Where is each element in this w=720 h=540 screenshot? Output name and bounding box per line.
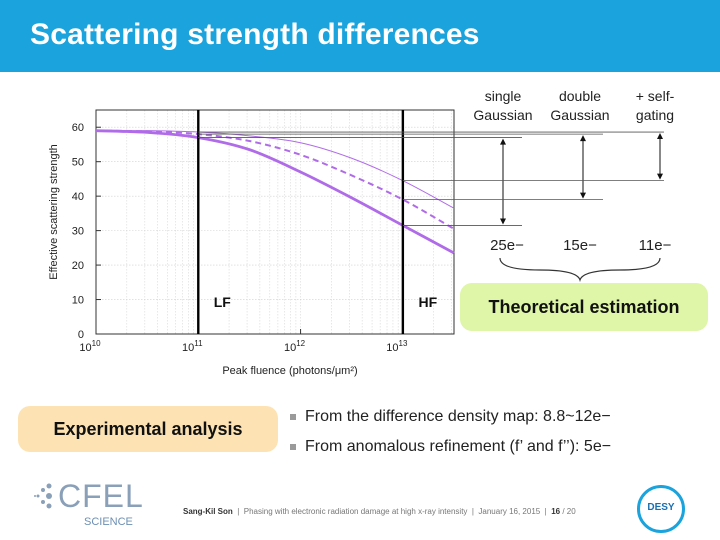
cfel-logo-text: CFEL	[58, 478, 144, 514]
column-header-line2: Gaussian	[550, 107, 609, 123]
plot-frame	[95, 109, 455, 335]
x-tick-label: 1011	[182, 339, 203, 354]
curly-brace-icon	[499, 257, 661, 283]
column-header-line1: double	[559, 88, 601, 104]
y-tick-label: 0	[78, 329, 84, 341]
bullet-item: From the difference density map: 8.8~12e…	[290, 404, 611, 430]
fluence-chart: 0 10 20 30 40 50 60 1010 1011 1012 1013 Peak fluenc…	[48, 88, 675, 377]
science-logo-text: SCIENCE	[84, 516, 133, 528]
y-axis-label: Effective scattering strength	[48, 144, 60, 280]
bullet-square-icon	[290, 444, 296, 450]
arrow-head-down	[500, 218, 506, 225]
arrow-head-down	[657, 173, 663, 180]
footer-author: Sang-Kil Son	[183, 507, 233, 516]
title-bar: Scattering strength differences	[0, 0, 720, 72]
column-header-line1: single	[485, 88, 522, 104]
footer-total: / 20	[562, 507, 576, 516]
bullet-text: From anomalous refinement (f’ and f’’): …	[305, 438, 612, 455]
footer-talk: Phasing with electronic radiation damage…	[243, 507, 468, 516]
y-tick-label: 40	[72, 191, 84, 203]
column-header-line1: + self-	[636, 88, 675, 104]
column-header-line2: Gaussian	[473, 107, 532, 123]
x-tick-label: 1013	[386, 339, 408, 354]
footer: Sang-Kil Son | Phasing with electronic r…	[183, 507, 576, 516]
theoretical-estimation-box: Theoretical estimation	[460, 283, 708, 331]
y-tick-label: 30	[72, 226, 84, 238]
footer-date: January 16, 2015	[478, 507, 541, 516]
bullet-item: From anomalous refinement (f’ and f’’): …	[290, 434, 611, 460]
estimate-value: 25e−	[490, 237, 524, 254]
series-line-thin	[95, 130, 455, 209]
desy-logo-text: DESY	[647, 502, 675, 513]
y-tick-label: 50	[72, 157, 84, 169]
x-tick-label: 1012	[284, 339, 306, 354]
experimental-bullets: From the difference density map: 8.8~12e…	[290, 404, 611, 464]
x-axis-label: Peak fluence (photons/μm²)	[222, 365, 357, 377]
desy-logo-icon: DESY	[637, 485, 685, 533]
experimental-analysis-box: Experimental analysis	[18, 406, 278, 452]
arrow-head-up	[580, 135, 586, 142]
column-header-line2: gating	[636, 107, 674, 123]
series-line-thick	[95, 129, 455, 255]
arrow-head-down	[580, 192, 586, 199]
arrow-head-up	[657, 133, 663, 140]
x-tick-label: 1010	[79, 339, 101, 354]
bullet-text: From the difference density map: 8.8~12e…	[305, 408, 611, 425]
fluence-marker-label: LF	[214, 294, 232, 310]
slide-title: Scattering strength differences	[30, 18, 480, 51]
estimate-value: 11e−	[639, 237, 672, 254]
y-tick-label: 20	[72, 260, 84, 272]
y-tick-label: 60	[72, 122, 84, 134]
bullet-square-icon	[290, 414, 296, 420]
cfel-logo-icon	[34, 483, 52, 509]
arrow-head-up	[500, 138, 506, 145]
footer-page: 16	[551, 507, 561, 516]
fluence-marker-label: HF	[419, 294, 438, 310]
estimate-value: 15e−	[563, 237, 597, 254]
y-tick-label: 10	[72, 295, 84, 307]
